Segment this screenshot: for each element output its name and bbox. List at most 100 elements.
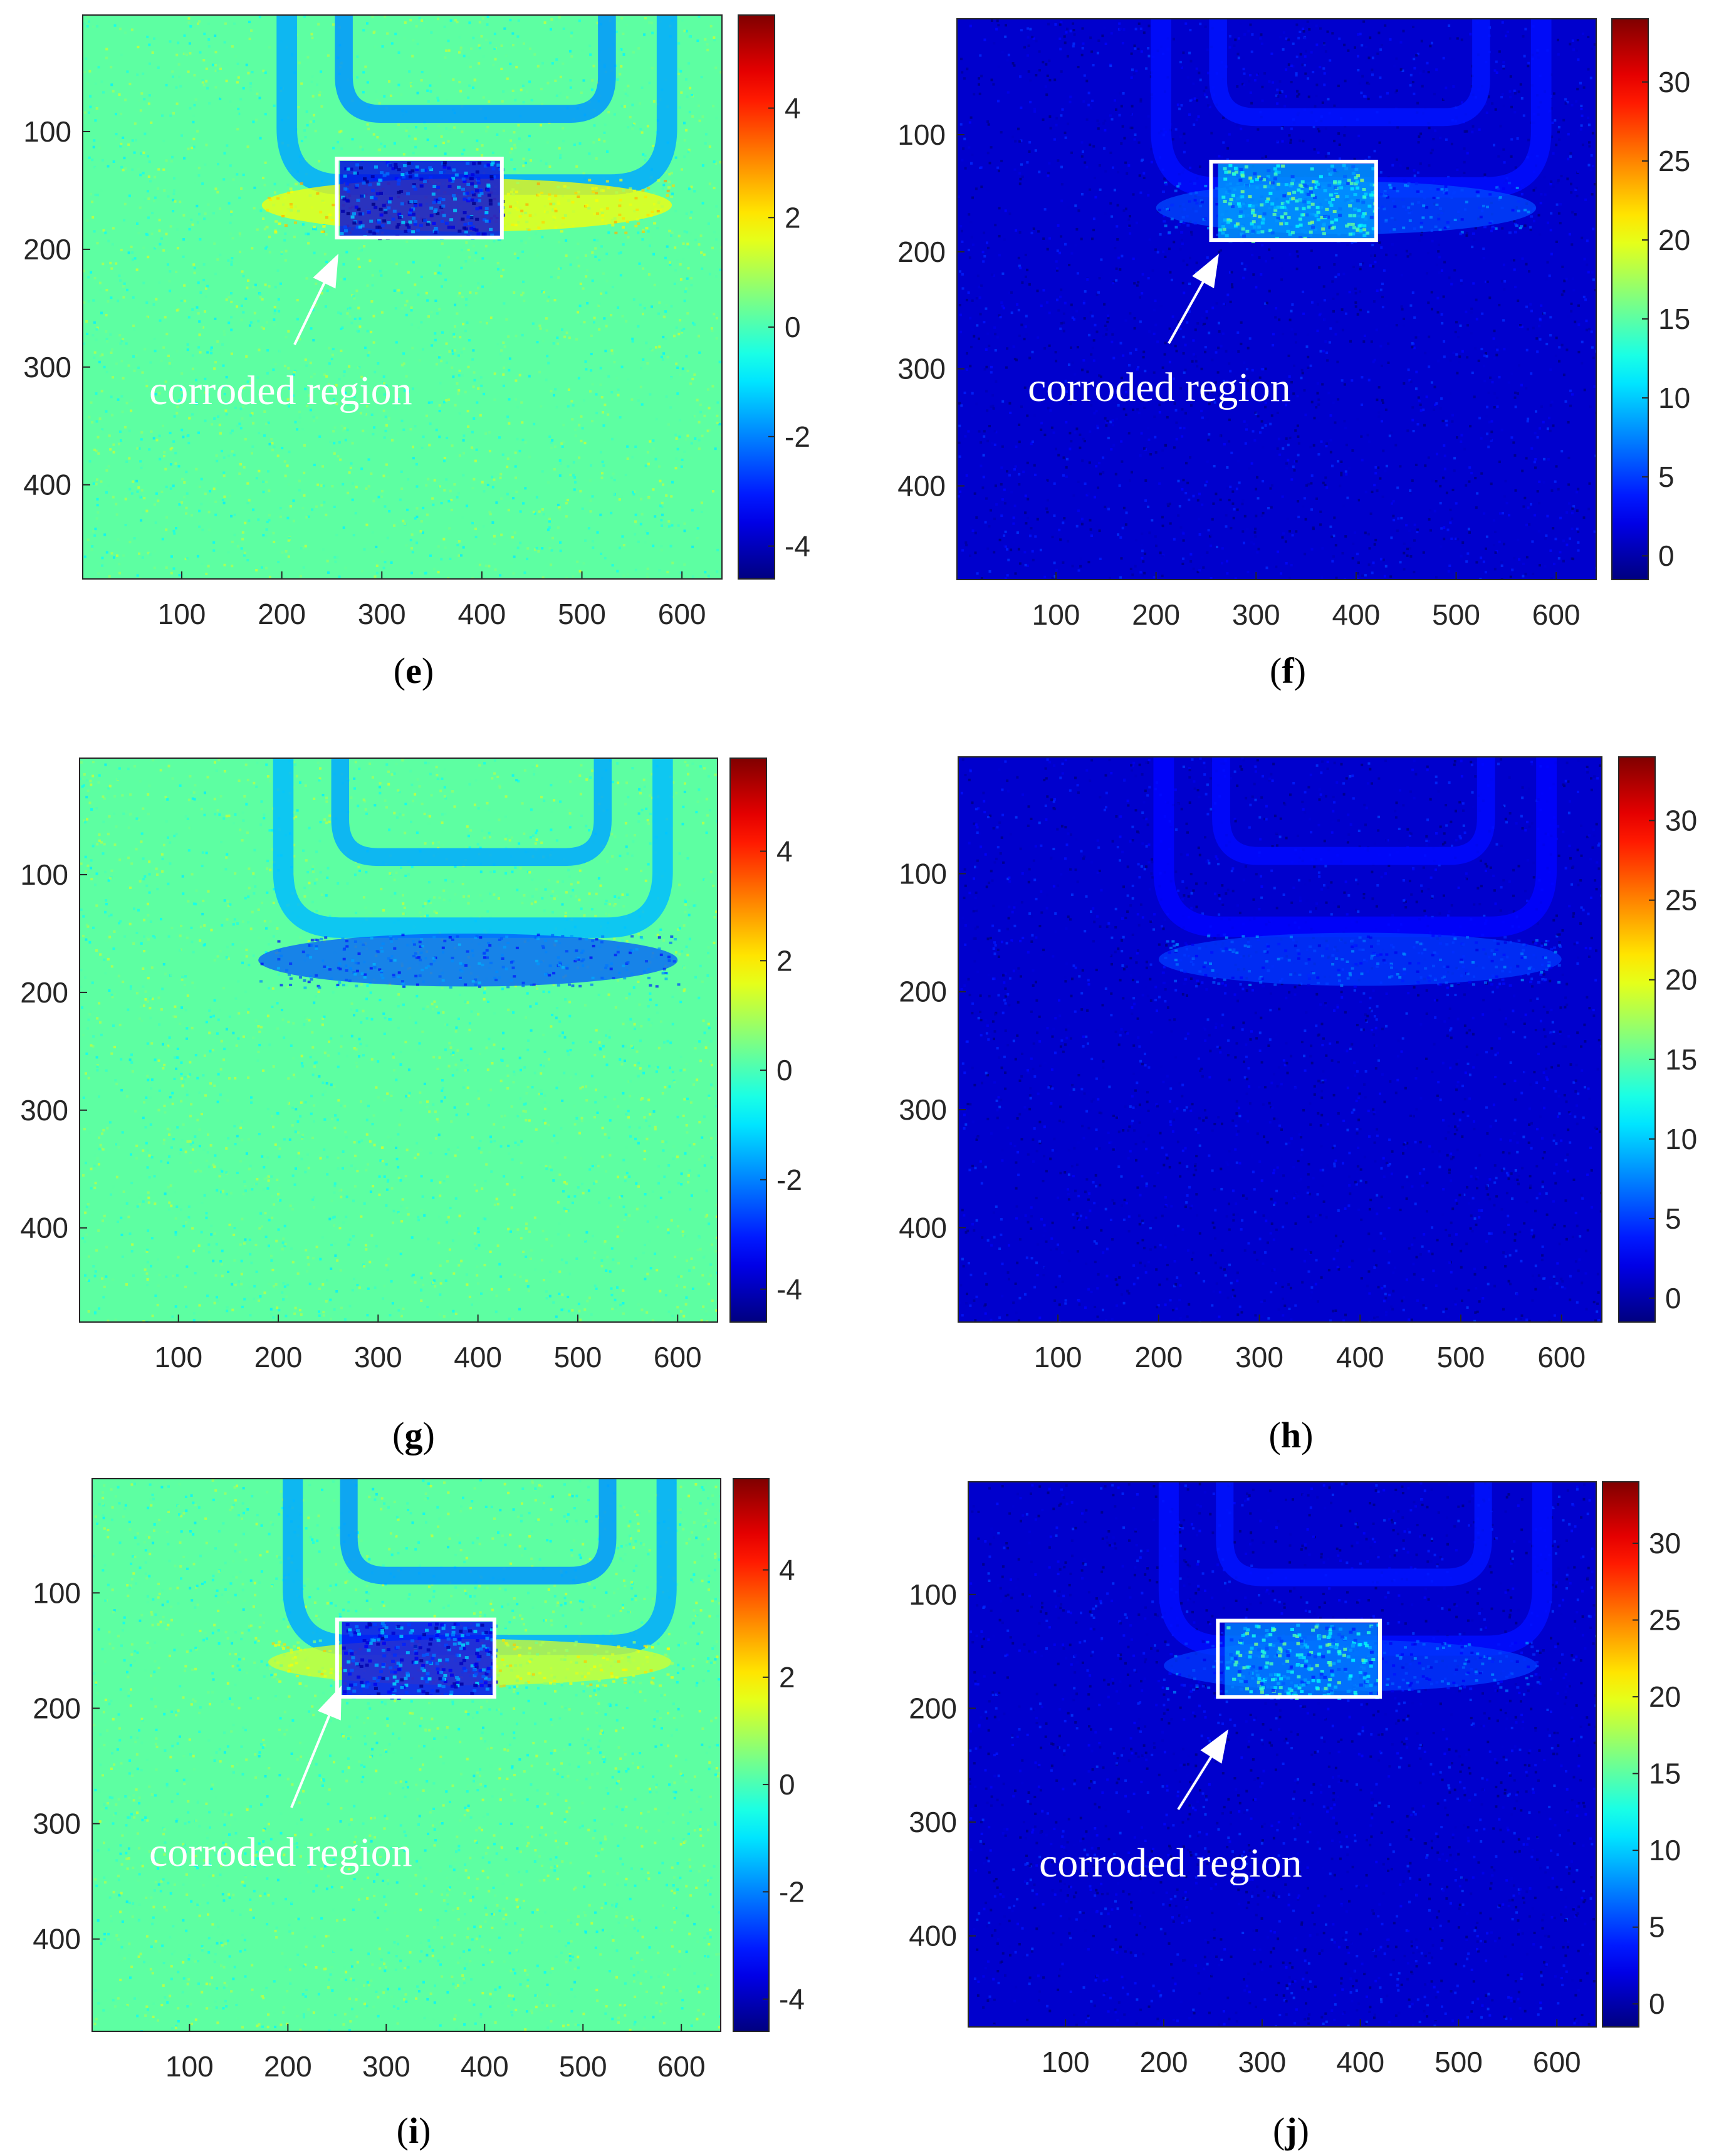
corroded-region-box bbox=[335, 157, 504, 240]
x-tick-label: 100 bbox=[1034, 1341, 1082, 1373]
colorbar-tick-label: 0 bbox=[1649, 1987, 1665, 2020]
colorbar: 0 5 10 15 20 25 30 bbox=[1602, 1481, 1681, 2028]
x-tick-label: 200 bbox=[1132, 598, 1180, 631]
panel-caption-letter: h bbox=[1281, 1415, 1301, 1456]
annotation-arrow-head-icon bbox=[317, 1685, 342, 1721]
axes-box bbox=[968, 1481, 1597, 2028]
heatmap-noise bbox=[92, 1479, 721, 2031]
colorbar-tick-label: -2 bbox=[776, 1164, 802, 1196]
colorbar-tick-label: -4 bbox=[779, 1983, 805, 2016]
y-tick-label: 200 bbox=[23, 233, 71, 266]
y-tick-label: 400 bbox=[23, 469, 71, 501]
colorbar-tick-label: 30 bbox=[1658, 66, 1690, 98]
heatmap-background bbox=[83, 15, 722, 579]
x-tick-label: 300 bbox=[354, 1341, 402, 1373]
x-tick-label: 400 bbox=[454, 1341, 502, 1373]
colorbar-gradient bbox=[738, 14, 775, 580]
y-tick-label: 300 bbox=[23, 351, 71, 383]
x-tick-label: 300 bbox=[362, 2050, 410, 2083]
heatmap-noise bbox=[958, 757, 1602, 1322]
x-tick-label: 600 bbox=[1533, 2046, 1581, 2078]
x-tick-label: 500 bbox=[558, 598, 606, 630]
panel-e: 100 200 300 400 500 600 100 200 300 400 -4 -2 0 2 4 cor… bbox=[23, 14, 810, 691]
colorbar-gradient bbox=[1611, 18, 1649, 580]
panel-caption: (i) bbox=[397, 2110, 431, 2151]
frame-outer-mark bbox=[273, 758, 673, 938]
heatmap-noise bbox=[83, 15, 722, 579]
x-tick-label: 400 bbox=[458, 598, 506, 630]
colorbar-tick-label: -2 bbox=[779, 1875, 805, 1908]
panel-f: 100 200 300 400 500 600 100 200 300 400 0 5 10 15 20 25… bbox=[897, 18, 1690, 691]
y-tick-label: 400 bbox=[899, 1211, 947, 1244]
panel-caption-letter: e bbox=[405, 650, 422, 691]
heatmap-image bbox=[957, 19, 1596, 580]
corroded-region-box bbox=[1209, 159, 1378, 242]
axes-box bbox=[958, 756, 1602, 1323]
colorbar: 0 5 10 15 20 25 30 bbox=[1618, 756, 1697, 1323]
x-tick-label: 500 bbox=[1435, 2046, 1483, 2078]
frame-outer-mark bbox=[1153, 757, 1557, 937]
heatmap-image bbox=[92, 1479, 721, 2031]
x-tick-label: 100 bbox=[1032, 598, 1080, 631]
heatmap-image bbox=[83, 15, 722, 579]
panel-caption: (e) bbox=[394, 650, 434, 691]
x-tick-label: 600 bbox=[654, 1341, 702, 1373]
heatmap-background bbox=[80, 758, 718, 1322]
colorbar-tick-label: 0 bbox=[785, 311, 801, 343]
panel-j: 100 200 300 400 500 600 100 200 300 400 0 5 10 15 20 25… bbox=[909, 1481, 1681, 2151]
colorbar-tick-label: 10 bbox=[1665, 1123, 1697, 1155]
x-tick-label: 200 bbox=[1134, 1341, 1183, 1373]
heatmap-noise bbox=[957, 19, 1596, 580]
panel-caption: (h) bbox=[1269, 1415, 1314, 1456]
colorbar-tick-label: 4 bbox=[776, 835, 793, 868]
y-tick-label: 200 bbox=[897, 236, 946, 268]
colorbar-tick-label: 15 bbox=[1658, 303, 1690, 335]
x-tick-label: 300 bbox=[358, 598, 406, 630]
x-tick-label: 200 bbox=[1140, 2046, 1188, 2078]
colorbar-tick-label: 0 bbox=[779, 1768, 795, 1801]
frame-inner-mark bbox=[340, 1479, 617, 1585]
corroded-region-box bbox=[335, 1617, 496, 1699]
colorbar-tick-label: 5 bbox=[1649, 1911, 1665, 1944]
x-tick-label: 500 bbox=[1432, 598, 1480, 631]
colorbar-tick-label: -4 bbox=[785, 530, 810, 563]
x-tick-label: 300 bbox=[1235, 1341, 1283, 1373]
colorbar-tick-label: 10 bbox=[1649, 1834, 1681, 1867]
colorbar-tick-label: 2 bbox=[776, 944, 793, 977]
x-tick-label: 500 bbox=[1437, 1341, 1485, 1373]
axes-box bbox=[91, 1478, 721, 2032]
colorbar-tick-label: 4 bbox=[785, 92, 801, 125]
panel-i: 100 200 300 400 500 600 100 200 300 400 -4 -2 0 2 4 cor… bbox=[33, 1478, 805, 2151]
x-tick-label: 400 bbox=[461, 2050, 509, 2083]
x-tick-label: 100 bbox=[158, 598, 206, 630]
colorbar-tick-label: 15 bbox=[1649, 1758, 1681, 1790]
annotation-arrow-head-icon bbox=[1200, 1729, 1228, 1764]
panel-g: 100 200 300 400 500 600 100 200 300 400 -4 -2 0 2 4 (g) bbox=[20, 758, 802, 1456]
panel-caption-letter: i bbox=[409, 2110, 419, 2151]
colorbar-gradient bbox=[733, 1478, 770, 2032]
colorbar-tick-label: 20 bbox=[1649, 1680, 1681, 1713]
heatmap-image bbox=[968, 1482, 1596, 2027]
colorbar-tick-label: -4 bbox=[776, 1273, 802, 1306]
colorbar-tick-label: 30 bbox=[1649, 1527, 1681, 1560]
y-tick-label: 200 bbox=[909, 1692, 957, 1724]
colorbar-tick-label: 2 bbox=[785, 201, 801, 234]
colorbar-tick-label: 2 bbox=[779, 1661, 795, 1694]
axes-box bbox=[79, 758, 718, 1323]
x-tick-label: 400 bbox=[1336, 1341, 1384, 1373]
x-tick-label: 200 bbox=[254, 1341, 303, 1373]
x-tick-label: 600 bbox=[657, 2050, 706, 2083]
axes-box bbox=[82, 14, 723, 580]
heatmap-background bbox=[958, 757, 1602, 1322]
y-tick-label: 400 bbox=[909, 1920, 957, 1952]
colorbar-tick-label: 0 bbox=[776, 1054, 793, 1086]
colorbar-tick-label: 5 bbox=[1665, 1202, 1681, 1235]
x-tick-label: 400 bbox=[1332, 598, 1381, 631]
panel-caption: (f) bbox=[1270, 650, 1306, 691]
x-tick-label: 600 bbox=[1532, 598, 1581, 631]
y-tick-label: 400 bbox=[20, 1212, 68, 1244]
corroded-region-box bbox=[1216, 1618, 1382, 1699]
colorbar-tick-label: 25 bbox=[1649, 1604, 1681, 1637]
y-tick-label: 100 bbox=[20, 858, 68, 891]
colorbar-tick-label: -2 bbox=[785, 420, 810, 453]
